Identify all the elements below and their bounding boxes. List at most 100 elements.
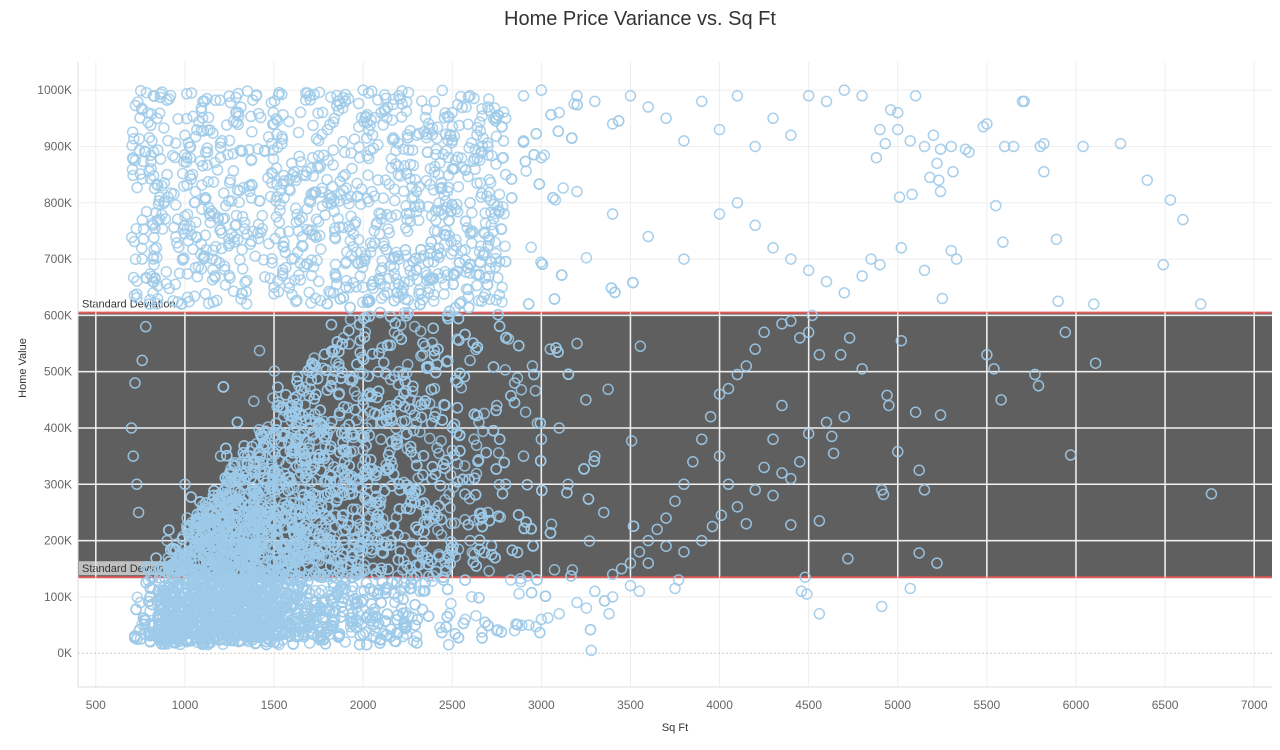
data-point bbox=[525, 586, 538, 599]
data-point bbox=[293, 629, 305, 641]
data-point bbox=[395, 333, 408, 345]
data-point bbox=[417, 469, 429, 481]
data-point bbox=[331, 494, 343, 507]
data-point bbox=[344, 621, 357, 633]
data-point bbox=[337, 291, 350, 304]
data-point bbox=[343, 324, 355, 337]
data-point bbox=[265, 583, 277, 596]
data-point bbox=[454, 367, 466, 380]
data-point bbox=[352, 615, 365, 627]
data-point bbox=[282, 500, 295, 512]
data-point bbox=[163, 582, 176, 594]
data-point bbox=[409, 619, 421, 631]
data-point bbox=[196, 519, 208, 532]
data-point bbox=[277, 401, 290, 413]
data-point bbox=[472, 455, 484, 468]
data-point bbox=[392, 378, 405, 391]
data-point bbox=[327, 616, 340, 629]
data-point bbox=[545, 518, 558, 530]
data-point bbox=[522, 298, 535, 310]
data-point bbox=[308, 352, 321, 364]
data-point bbox=[376, 576, 389, 588]
data-point bbox=[169, 544, 182, 556]
data-point bbox=[346, 549, 359, 561]
data-point bbox=[244, 500, 257, 512]
data-point bbox=[508, 396, 521, 409]
data-point bbox=[411, 570, 423, 582]
data-point bbox=[313, 569, 325, 582]
data-point bbox=[493, 320, 506, 333]
data-point bbox=[408, 409, 421, 421]
data-point bbox=[400, 309, 413, 322]
data-point bbox=[405, 446, 417, 458]
data-point bbox=[463, 473, 475, 486]
data-point bbox=[284, 630, 297, 643]
data-point bbox=[313, 528, 325, 541]
data-point bbox=[457, 617, 470, 630]
data-point bbox=[498, 456, 510, 469]
data-point bbox=[465, 590, 478, 603]
data-point bbox=[399, 375, 411, 388]
data-point bbox=[485, 548, 498, 561]
data-point bbox=[487, 361, 500, 373]
data-point bbox=[217, 381, 230, 393]
data-point bbox=[307, 568, 320, 581]
data-point bbox=[176, 533, 189, 545]
data-point bbox=[351, 512, 363, 525]
data-point bbox=[505, 390, 517, 402]
data-point bbox=[446, 421, 459, 434]
data-point bbox=[320, 364, 332, 377]
data-point bbox=[625, 435, 638, 447]
data-point bbox=[389, 635, 401, 647]
data-point bbox=[142, 595, 155, 608]
data-point bbox=[457, 473, 469, 486]
data-point bbox=[441, 611, 453, 623]
data-point bbox=[418, 525, 430, 538]
data-point bbox=[391, 613, 403, 626]
data-point bbox=[279, 537, 291, 550]
data-point bbox=[335, 600, 348, 613]
data-point bbox=[349, 403, 361, 416]
data-point bbox=[217, 629, 230, 641]
data-point bbox=[547, 192, 559, 204]
data-point bbox=[433, 242, 445, 255]
data-point bbox=[473, 543, 486, 556]
data-point bbox=[562, 368, 575, 381]
data-point bbox=[423, 360, 435, 373]
data-point bbox=[453, 334, 465, 346]
data-point bbox=[379, 615, 392, 627]
data-point bbox=[366, 530, 378, 542]
data-point bbox=[384, 404, 397, 416]
data-point bbox=[479, 616, 491, 628]
data-point bbox=[405, 537, 417, 550]
data-point bbox=[392, 529, 404, 541]
data-point bbox=[358, 529, 370, 541]
data-point bbox=[372, 366, 385, 378]
data-point bbox=[565, 570, 577, 582]
data-point bbox=[409, 598, 421, 611]
data-point bbox=[392, 329, 404, 342]
data-point bbox=[354, 346, 366, 359]
data-point bbox=[152, 618, 165, 631]
point-layer bbox=[125, 84, 1218, 657]
data-point bbox=[452, 543, 465, 556]
data-point bbox=[441, 583, 454, 596]
data-point bbox=[521, 570, 534, 582]
data-point bbox=[552, 125, 565, 138]
data-point bbox=[324, 422, 337, 434]
data-point bbox=[499, 255, 512, 268]
data-point bbox=[458, 460, 471, 472]
data-point bbox=[363, 429, 375, 442]
data-point bbox=[398, 577, 410, 589]
data-point bbox=[320, 523, 332, 535]
data-point bbox=[483, 565, 495, 577]
data-point bbox=[311, 372, 324, 385]
data-point bbox=[374, 306, 386, 319]
data-point bbox=[612, 115, 625, 127]
data-point bbox=[350, 569, 362, 581]
data-point bbox=[335, 372, 347, 384]
data-point bbox=[561, 486, 573, 499]
data-point bbox=[519, 155, 532, 168]
data-point bbox=[400, 428, 413, 440]
data-point bbox=[384, 310, 397, 323]
